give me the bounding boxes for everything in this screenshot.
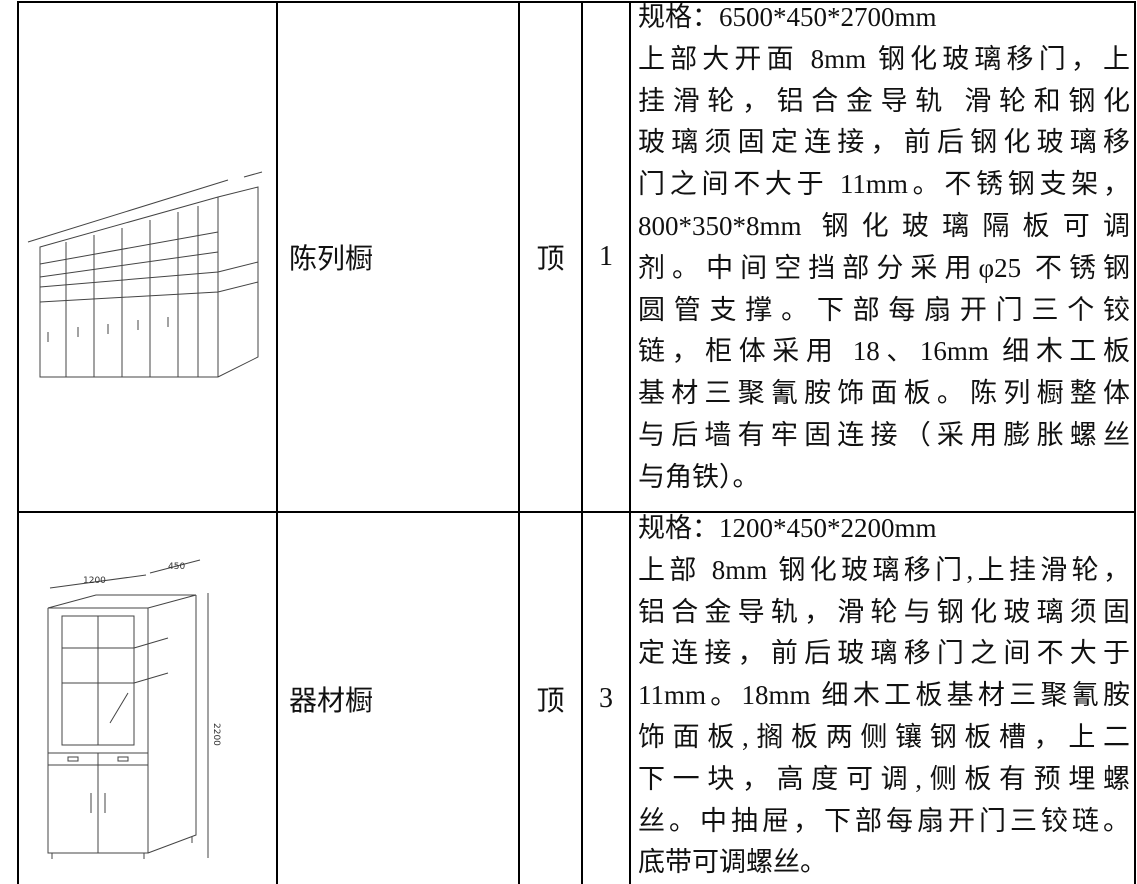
description-line: 规格：1200*450*2200mm bbox=[638, 513, 937, 543]
unit: 顶 bbox=[536, 244, 565, 275]
dimension-label: 2200 bbox=[211, 723, 221, 746]
description-line: 上部 8mm 钢化玻璃移门,上挂滑轮， bbox=[638, 554, 1130, 585]
description: 规格：6500*450*2700mm 上部大开面 8mm 钢化玻璃移门，上 挂滑轮，… bbox=[630, 0, 1136, 512]
border bbox=[518, 1, 520, 884]
border bbox=[276, 1, 278, 884]
border bbox=[629, 1, 631, 884]
description-line: 底带可调螺丝。 bbox=[638, 847, 827, 878]
border bbox=[17, 1, 19, 884]
description-line: 规格：6500*450*2700mm bbox=[638, 2, 937, 32]
display-cabinet-drawing bbox=[27, 171, 263, 378]
description-line: 饰面板,搁板两侧镶钢板槽，上二 bbox=[638, 721, 1130, 752]
description-line: 玻璃须固定连接，前后钢化玻璃移 bbox=[638, 127, 1130, 158]
border bbox=[17, 1, 1136, 3]
dimension-label: 450 bbox=[168, 562, 185, 572]
description-line: 链，柜体采用 18、16mm 细木工板 bbox=[638, 336, 1130, 367]
dimension-label: 1200 bbox=[83, 576, 106, 586]
description-line: 定连接，前后玻璃移门之间不大于 bbox=[638, 638, 1130, 669]
description-line: 铝合金导轨，滑轮与钢化玻璃须固 bbox=[638, 596, 1130, 627]
description-line: 丝。中抽屉，下部每扇开门三铰琏。 bbox=[638, 805, 1130, 836]
description-line: 挂滑轮，铝合金导轨 滑轮和钢化 bbox=[638, 85, 1130, 116]
item-name: 器材橱 bbox=[289, 685, 374, 717]
image-cell bbox=[18, 2, 277, 512]
unit: 顶 bbox=[536, 685, 565, 717]
border bbox=[17, 511, 1136, 513]
description-line: 圆管支撑。下部每扇开门三个铰 bbox=[638, 294, 1130, 325]
description-line: 11mm。18mm 细木工板基材三聚氰胺 bbox=[638, 680, 1130, 711]
description-line: 下一块，高度可调,侧板有预埋螺 bbox=[638, 763, 1130, 794]
image-cell: 1200 450 2200 bbox=[18, 513, 277, 884]
item-name: 陈列橱 bbox=[289, 244, 374, 275]
quantity: 3 bbox=[599, 682, 613, 714]
quantity: 1 bbox=[599, 241, 613, 272]
description-line: 上部大开面 8mm 钢化玻璃移门，上 bbox=[638, 43, 1130, 74]
border bbox=[581, 1, 583, 884]
equipment-cabinet-drawing: 1200 450 2200 bbox=[47, 559, 221, 859]
description-line: 剂。中间空挡部分采用φ25 不锈钢 bbox=[638, 252, 1130, 283]
description-line: 基材三聚氰胺饰面板。陈列橱整体 bbox=[638, 378, 1130, 409]
border bbox=[1134, 1, 1136, 884]
description-line: 800*350*8mm 钢化玻璃隔板可调 bbox=[638, 210, 1130, 241]
description-line: 门之间不大于 11mm。不锈钢支架， bbox=[638, 169, 1130, 200]
description-line: 与后墙有牢固连接（采用膨胀螺丝 bbox=[638, 419, 1130, 450]
description: 规格：1200*450*2200mm 上部 8mm 钢化玻璃移门,上挂滑轮， 铝合金… bbox=[630, 508, 1136, 884]
description-line: 与角铁）。 bbox=[638, 461, 760, 492]
